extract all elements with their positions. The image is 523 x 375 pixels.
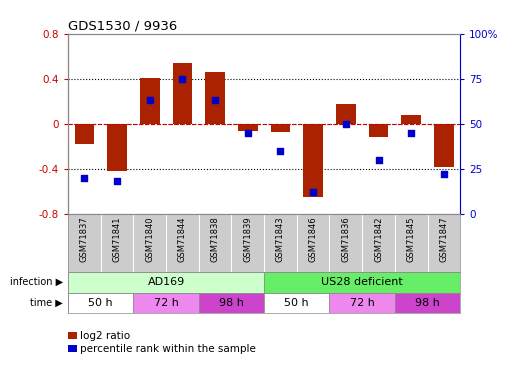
Text: GSM71840: GSM71840	[145, 216, 154, 262]
Bar	[336, 104, 356, 124]
Text: GSM71837: GSM71837	[80, 216, 89, 262]
Point	[440, 171, 448, 177]
Bar	[238, 124, 257, 130]
Bar	[329, 292, 395, 313]
Point	[145, 98, 154, 104]
Text: AD169: AD169	[147, 277, 185, 287]
Bar	[199, 292, 264, 313]
Bar	[206, 72, 225, 124]
Bar	[173, 63, 192, 124]
Text: GSM71845: GSM71845	[407, 216, 416, 262]
Point	[407, 130, 415, 136]
Bar	[369, 124, 388, 137]
Bar	[303, 124, 323, 197]
Text: GDS1530 / 9936: GDS1530 / 9936	[68, 20, 177, 33]
Point	[178, 76, 187, 82]
Bar	[402, 115, 421, 124]
Text: 98 h: 98 h	[415, 298, 440, 308]
Text: GSM71843: GSM71843	[276, 216, 285, 262]
Point	[113, 178, 121, 184]
Bar	[264, 292, 329, 313]
Text: 98 h: 98 h	[219, 298, 244, 308]
Bar	[74, 124, 94, 144]
Text: 72 h: 72 h	[350, 298, 374, 308]
Point	[374, 157, 383, 163]
Text: GSM71846: GSM71846	[309, 216, 317, 262]
Text: GSM71842: GSM71842	[374, 216, 383, 262]
Text: GSM71838: GSM71838	[211, 216, 220, 262]
Text: GSM71839: GSM71839	[243, 216, 252, 262]
Text: 72 h: 72 h	[154, 298, 178, 308]
Point	[80, 175, 88, 181]
Bar	[271, 124, 290, 132]
Bar	[434, 124, 453, 166]
Bar	[107, 124, 127, 171]
Bar	[395, 292, 460, 313]
Text: log2 ratio: log2 ratio	[80, 331, 130, 340]
Text: time ▶: time ▶	[30, 298, 63, 308]
Point	[211, 98, 219, 104]
Text: GSM71847: GSM71847	[439, 216, 448, 262]
Point	[309, 189, 317, 195]
Bar	[140, 78, 160, 124]
Text: 50 h: 50 h	[285, 298, 309, 308]
Text: GSM71841: GSM71841	[112, 216, 121, 262]
Point	[244, 130, 252, 136]
Bar	[68, 292, 133, 313]
Bar	[68, 272, 264, 292]
Bar	[264, 272, 460, 292]
Point	[342, 121, 350, 127]
Point	[276, 148, 285, 154]
Text: GSM71836: GSM71836	[342, 216, 350, 262]
Text: percentile rank within the sample: percentile rank within the sample	[80, 344, 256, 354]
Text: 50 h: 50 h	[88, 298, 113, 308]
Text: GSM71844: GSM71844	[178, 216, 187, 262]
Text: infection ▶: infection ▶	[9, 277, 63, 287]
Bar	[133, 292, 199, 313]
Text: US28 deficient: US28 deficient	[321, 277, 403, 287]
